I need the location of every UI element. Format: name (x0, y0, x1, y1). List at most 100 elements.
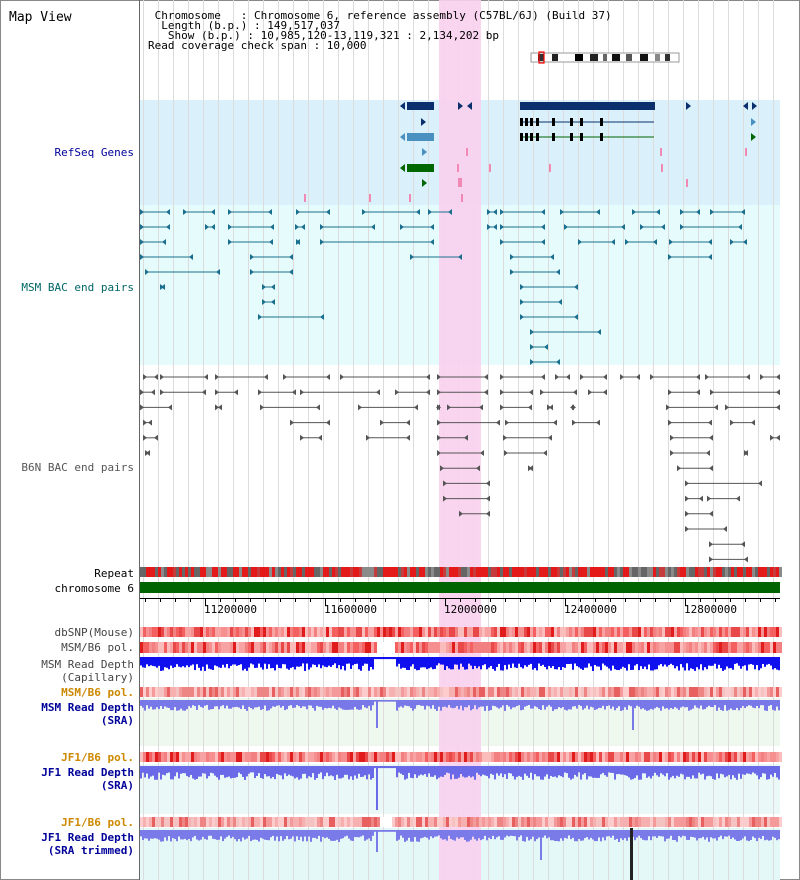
repeat-block (773, 567, 776, 577)
msm-bac-track-label[interactable]: MSM BAC end pairs (21, 281, 134, 294)
msm-b6-pol-cell (200, 642, 203, 653)
jf1-b6-pol-trimmed-cell (599, 817, 602, 827)
chromosome-info: Chromosome : Chromosome 6, reference ass… (148, 9, 612, 22)
jf1-b6-pol-trimmed-cell (383, 817, 386, 827)
jf1-b6-pol-trimmed-cell (434, 817, 437, 827)
bac-end-marker (406, 434, 410, 441)
msm-sra-depth-bar (308, 700, 310, 706)
bac-end-marker (725, 404, 729, 411)
msm-b6-pol-cell (521, 642, 524, 653)
repeat-block (524, 567, 527, 577)
msm-sra-depth-bar (638, 700, 640, 707)
jf1-sra-depth-bar (584, 766, 586, 774)
bac-end-marker (625, 239, 629, 245)
msm-sra-depth-bar (452, 700, 454, 709)
jf1-b6-pol-cell (353, 752, 356, 762)
repeat-block (653, 567, 656, 577)
jf1-sra-depth-bar (528, 766, 530, 778)
jf1-b6-pol-cell (179, 752, 182, 762)
msm-sra-depth-bar (776, 700, 778, 707)
bac-end-marker (416, 209, 420, 215)
jf1-b6-pol-trimmed-cell (497, 817, 500, 827)
msm-sra-depth-bar (720, 700, 722, 710)
jf1-trimmed-depth-bar (614, 830, 616, 840)
msm-b6-pol-cell (167, 642, 170, 653)
bac-end-marker (430, 224, 434, 230)
jf1-trimmed-depth-bar (526, 830, 528, 837)
msm-capillary-depth-bar (470, 657, 472, 666)
jf1-b6-pol-cell (146, 752, 149, 762)
msm-sra-depth-bar (440, 700, 442, 711)
repeat-block (254, 567, 257, 577)
jf1-sra-depth-bar (564, 766, 566, 773)
repeat-block (569, 567, 572, 577)
repeat-block (287, 567, 290, 577)
jf1-sra-depth-bar (474, 766, 476, 780)
msm-b6-pol-sra-cell (704, 687, 707, 697)
msm-b6-pol-cell (512, 642, 515, 653)
repeat-block (389, 567, 392, 577)
dbsnp-cell (575, 627, 578, 637)
jf1-sra-depth-bar (464, 766, 466, 778)
msm-capillary-depth-bar (154, 657, 156, 667)
repeat-block (152, 567, 155, 577)
msm-b6-pol-cell (449, 642, 452, 653)
chromosome-track-label: chromosome 6 (54, 582, 134, 595)
msm-sra-depth-bar (310, 700, 312, 706)
dbsnp-cell (779, 627, 782, 637)
dbsnp-cell (461, 627, 464, 637)
jf1-b6-pol-trimmed-cell (578, 817, 581, 827)
jf1-sra-depth-bar (530, 766, 532, 773)
msm-capillary-depth-bar (186, 657, 188, 666)
msm-b6-pol-cell (695, 642, 698, 653)
msm-capillary-depth-bar (524, 657, 526, 666)
jf1-trimmed-depth-bar (384, 830, 386, 832)
jf1-b6-pol-trimmed-cell (587, 817, 590, 827)
jf1-trimmed-depth-bar (544, 830, 546, 836)
bac-end-marker (143, 419, 147, 426)
jf1-sra-depth-bar (370, 766, 372, 780)
b6n-bac-track-label[interactable]: B6N BAC end pairs (21, 461, 134, 474)
jf1-b6-pol-cell (488, 752, 491, 762)
bac-end-marker (371, 224, 375, 230)
msm-sra-depth-bar (416, 700, 418, 706)
msm-b6-pol-cell (545, 642, 548, 653)
bac-end-marker (426, 389, 430, 396)
jf1-trimmed-depth-bar (156, 830, 158, 839)
dbsnp-cell (194, 627, 197, 637)
msm-capillary-depth-bar (212, 657, 214, 671)
repeat-block (227, 567, 230, 577)
jf1-b6-pol-cell (305, 752, 308, 762)
msm-b6-pol-sra-cell (506, 687, 509, 697)
bac-end-marker (476, 465, 480, 472)
repeat-block (629, 567, 632, 577)
msm-sra-depth-bar (572, 700, 574, 707)
dbsnp-cell (359, 627, 362, 637)
msm-capillary-depth-bar (586, 657, 588, 668)
bac-end-marker (289, 269, 293, 275)
msm-capillary-depth-bar (240, 657, 242, 665)
msm-sra-depth-bar (600, 700, 602, 709)
msm-b6-pol-cell (587, 642, 590, 653)
msm-sra-depth-bar (734, 700, 736, 711)
msm-sra-depth-bar (712, 700, 714, 708)
msm-sra-depth-bar (286, 700, 288, 710)
msm-b6-pol-cell (323, 642, 326, 653)
msm-capillary-depth-bar (712, 657, 714, 666)
refseq-track-label[interactable]: RefSeq Genes (54, 146, 134, 159)
msm-b6-pol-cell (446, 642, 449, 653)
msm-sra-depth-bar (178, 700, 180, 711)
bac-end-marker (574, 314, 578, 320)
msm-b6-pol-cell (377, 642, 380, 653)
map-view-title: Map View (9, 10, 72, 25)
jf1-sra-depth-bar (286, 766, 288, 777)
jf1-b6-pol-cell (524, 752, 527, 762)
jf1-b6-pol-trimmed-cell (449, 817, 452, 827)
dbsnp-cell (749, 627, 752, 637)
msm-b6-pol-cell (434, 642, 437, 653)
dbsnp-cell (323, 627, 326, 637)
jf1-trimmed-depth-bar (254, 830, 256, 840)
jf1-sra-depth-bar (526, 766, 528, 776)
msm-b6-pol-cell (371, 642, 374, 653)
